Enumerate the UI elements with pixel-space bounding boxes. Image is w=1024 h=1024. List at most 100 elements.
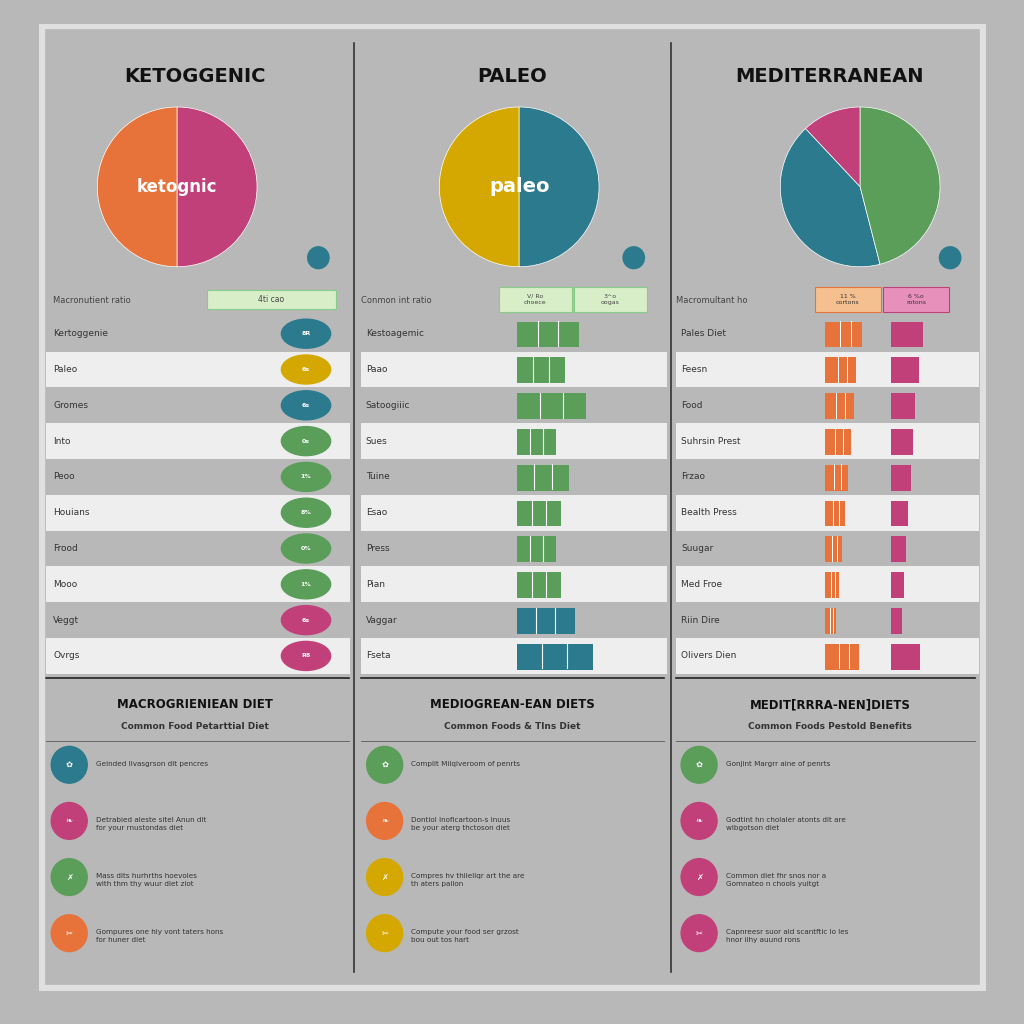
Wedge shape <box>439 106 519 267</box>
Text: Gonjint Margrr aine of penrts: Gonjint Margrr aine of penrts <box>726 761 830 767</box>
Text: Vaggar: Vaggar <box>366 615 397 625</box>
Wedge shape <box>806 106 860 186</box>
FancyBboxPatch shape <box>46 638 349 674</box>
FancyBboxPatch shape <box>517 322 579 347</box>
Text: ❧: ❧ <box>381 816 388 825</box>
Text: 6s: 6s <box>302 402 310 408</box>
Ellipse shape <box>282 605 331 635</box>
Text: Compres hv thileliqr art the are
th aters pailon: Compres hv thileliqr art the are th ater… <box>412 873 524 887</box>
Text: Peoo: Peoo <box>53 472 75 481</box>
FancyBboxPatch shape <box>361 423 667 459</box>
Text: paleo: paleo <box>488 177 550 197</box>
Text: 6 %o
rotons: 6 %o rotons <box>906 294 926 305</box>
Text: Suugar: Suugar <box>681 544 714 553</box>
FancyBboxPatch shape <box>825 393 854 419</box>
Text: ◎: ◎ <box>630 253 638 263</box>
Wedge shape <box>860 106 940 264</box>
Wedge shape <box>97 106 177 267</box>
Text: Frzao: Frzao <box>681 472 706 481</box>
Text: ✗: ✗ <box>381 872 388 882</box>
FancyBboxPatch shape <box>500 287 572 312</box>
FancyBboxPatch shape <box>361 351 667 387</box>
Ellipse shape <box>282 427 331 456</box>
Circle shape <box>367 859 402 895</box>
Text: 8R: 8R <box>301 331 310 336</box>
Circle shape <box>51 803 87 840</box>
Text: ❧: ❧ <box>66 816 73 825</box>
Text: Complit Milqiveroom of penrts: Complit Milqiveroom of penrts <box>412 761 520 767</box>
FancyBboxPatch shape <box>891 322 923 347</box>
FancyBboxPatch shape <box>517 393 586 419</box>
FancyBboxPatch shape <box>891 357 919 383</box>
FancyBboxPatch shape <box>207 290 336 309</box>
FancyBboxPatch shape <box>677 495 980 530</box>
Text: Kertoggenie: Kertoggenie <box>53 329 109 338</box>
FancyBboxPatch shape <box>825 537 842 562</box>
Text: 3^o
oogas: 3^o oogas <box>601 294 620 305</box>
FancyBboxPatch shape <box>883 287 949 312</box>
Text: Into: Into <box>53 436 71 445</box>
FancyBboxPatch shape <box>825 572 840 598</box>
FancyBboxPatch shape <box>677 423 980 459</box>
Text: ketognic: ketognic <box>137 178 217 196</box>
Text: Feesn: Feesn <box>681 365 708 374</box>
Text: Common Food Petarttial Diet: Common Food Petarttial Diet <box>121 722 269 730</box>
FancyBboxPatch shape <box>825 465 848 490</box>
Circle shape <box>939 246 962 269</box>
Text: MEDIT[RRRA-NEN]DIETS: MEDIT[RRRA-NEN]DIETS <box>750 698 910 712</box>
Text: Dontiol Inoficartoon-s Inuus
be your aterg thctoson diet: Dontiol Inoficartoon-s Inuus be your ate… <box>412 817 510 830</box>
Text: Olivers Dien: Olivers Dien <box>681 651 736 660</box>
Text: KETOGGENIC: KETOGGENIC <box>125 68 266 86</box>
FancyBboxPatch shape <box>517 357 565 383</box>
Ellipse shape <box>282 463 331 492</box>
Text: ✿: ✿ <box>695 760 702 769</box>
Text: Houians: Houians <box>53 508 90 517</box>
Text: ✿: ✿ <box>66 760 73 769</box>
Circle shape <box>307 246 330 269</box>
Text: MACROGRIENIEAN DIET: MACROGRIENIEAN DIET <box>118 698 273 712</box>
Text: 6s: 6s <box>302 367 310 372</box>
Text: Bealth Press: Bealth Press <box>681 508 737 517</box>
Text: 1%: 1% <box>301 582 311 587</box>
Text: Gompures one hiy vont taters hons
for huner diet: Gompures one hiy vont taters hons for hu… <box>96 930 223 943</box>
Text: Press: Press <box>366 544 389 553</box>
FancyBboxPatch shape <box>891 644 920 670</box>
Text: 6s: 6s <box>302 617 310 623</box>
Circle shape <box>367 803 402 840</box>
FancyBboxPatch shape <box>361 638 667 674</box>
Text: ✂: ✂ <box>66 929 73 938</box>
Text: Esao: Esao <box>366 508 387 517</box>
Text: 11 %
cortons: 11 % cortons <box>836 294 859 305</box>
Text: V/ Ro
choece: V/ Ro choece <box>524 294 547 305</box>
FancyBboxPatch shape <box>361 566 667 602</box>
Ellipse shape <box>282 355 331 384</box>
FancyBboxPatch shape <box>517 501 561 526</box>
FancyBboxPatch shape <box>517 608 574 634</box>
Circle shape <box>51 914 87 951</box>
Wedge shape <box>780 129 880 266</box>
FancyBboxPatch shape <box>891 465 910 490</box>
Circle shape <box>51 859 87 895</box>
Text: Godtint hn cholaler atonts dit are
wibgotson diet: Godtint hn cholaler atonts dit are wibgo… <box>726 817 846 830</box>
FancyBboxPatch shape <box>677 351 980 387</box>
FancyBboxPatch shape <box>517 644 593 670</box>
FancyBboxPatch shape <box>825 501 845 526</box>
Text: Common Foods Pestold Benefits: Common Foods Pestold Benefits <box>748 722 911 730</box>
FancyBboxPatch shape <box>517 537 556 562</box>
Circle shape <box>681 746 717 783</box>
Text: Paao: Paao <box>366 365 387 374</box>
FancyBboxPatch shape <box>825 644 859 670</box>
FancyBboxPatch shape <box>891 393 915 419</box>
Ellipse shape <box>282 391 331 420</box>
Circle shape <box>367 914 402 951</box>
Text: ✗: ✗ <box>66 872 73 882</box>
Wedge shape <box>519 106 599 267</box>
Text: Mooo: Mooo <box>53 580 78 589</box>
Circle shape <box>367 746 402 783</box>
FancyBboxPatch shape <box>46 495 349 530</box>
Text: Gromes: Gromes <box>53 400 88 410</box>
Text: 0s: 0s <box>302 438 310 443</box>
FancyBboxPatch shape <box>825 429 851 455</box>
Text: Sues: Sues <box>366 436 387 445</box>
FancyBboxPatch shape <box>361 495 667 530</box>
